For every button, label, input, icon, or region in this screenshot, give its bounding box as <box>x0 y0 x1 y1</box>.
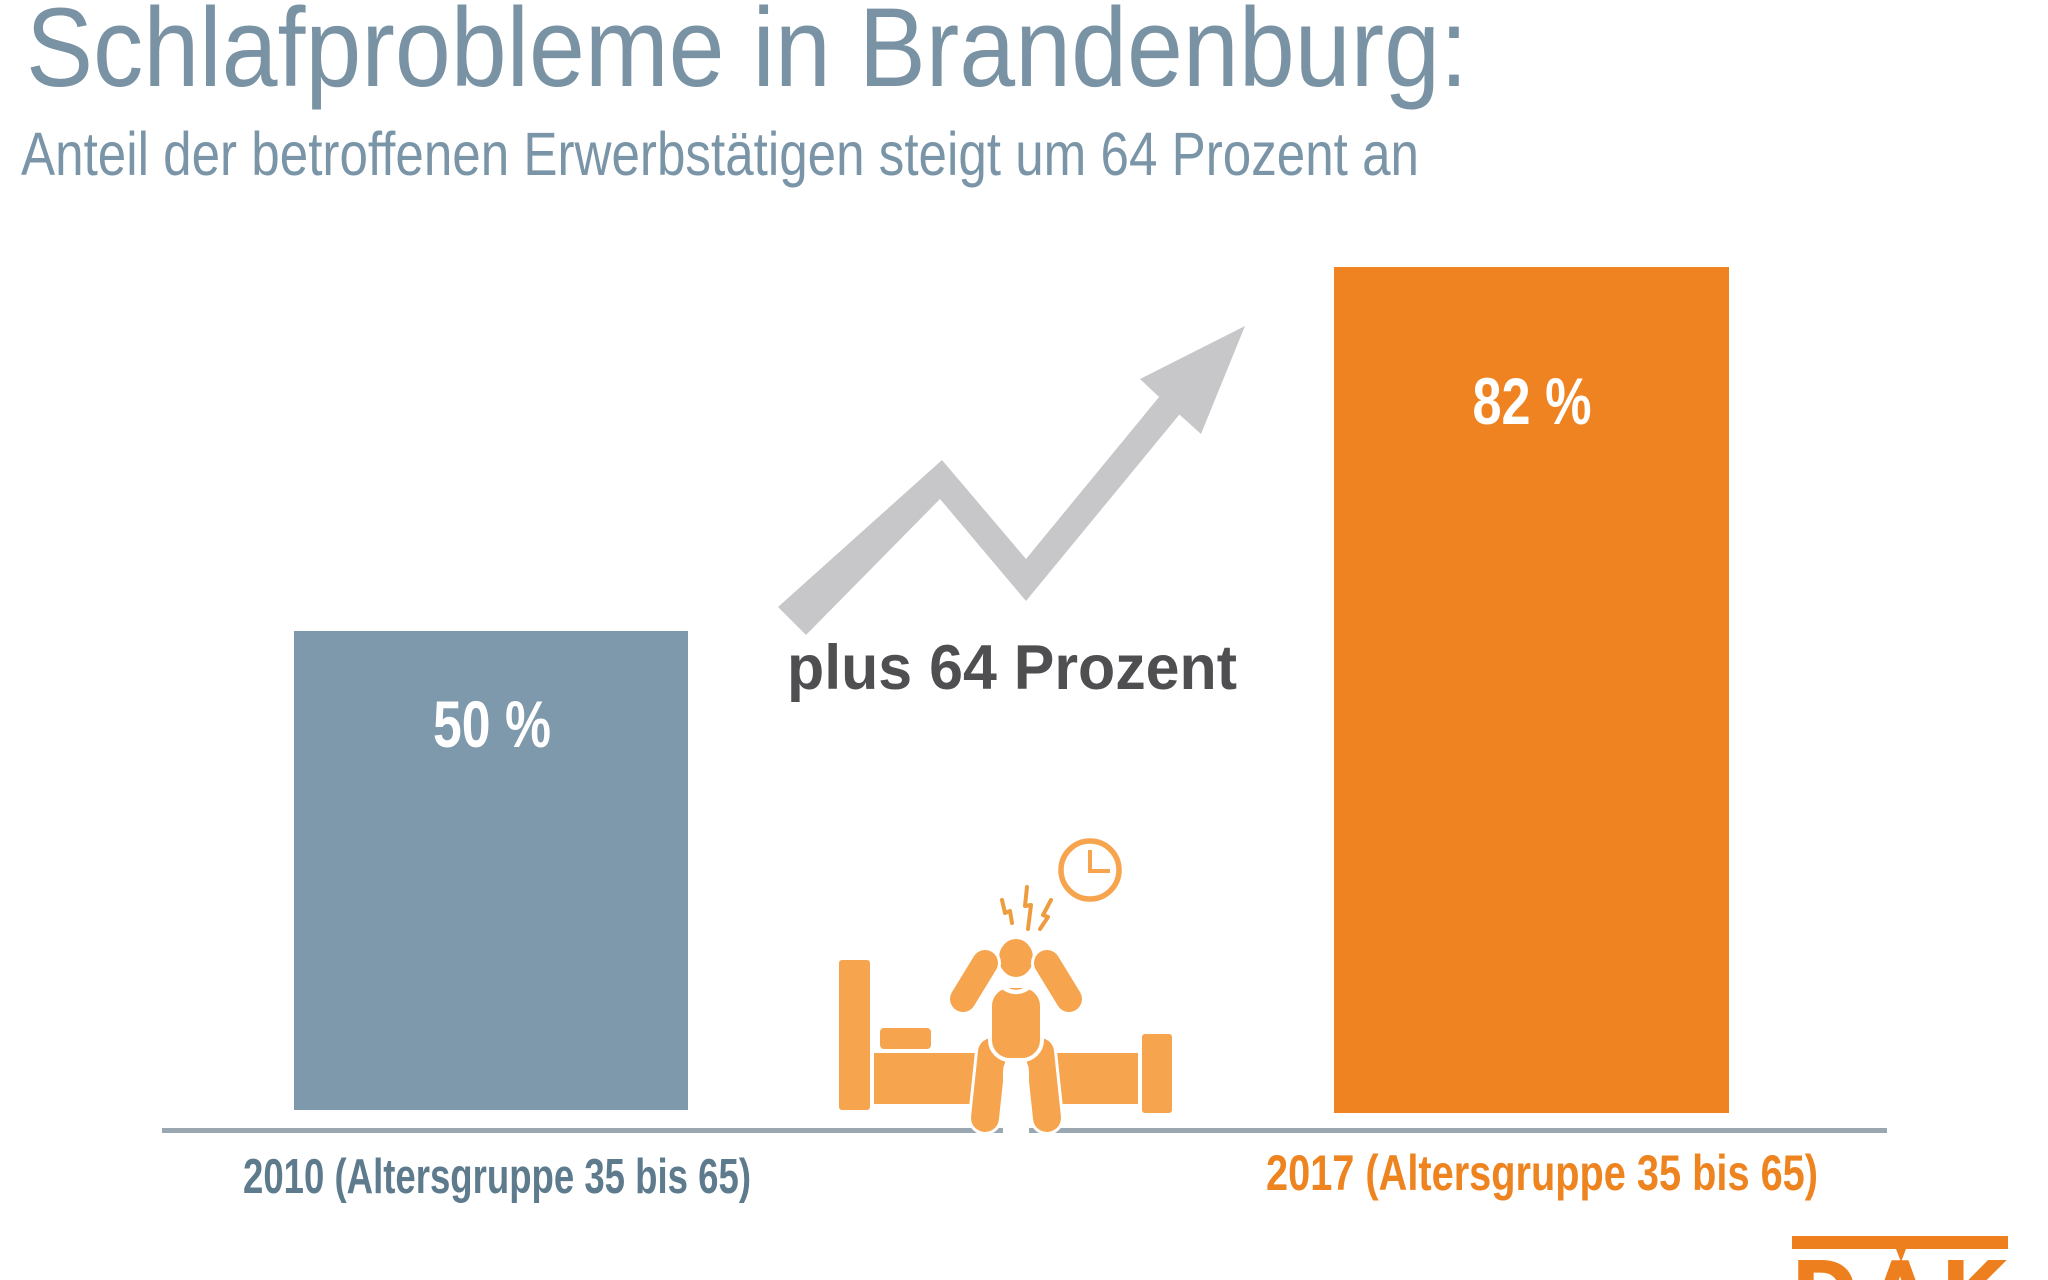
svg-text:Anteil der betroffenen Erwerbs: Anteil der betroffenen Erwerbstätigen st… <box>21 120 1419 188</box>
svg-text:2017 (Altersgruppe 35 bis 65): 2017 (Altersgruppe 35 bis 65) <box>1266 1145 1818 1201</box>
svg-text:Schlafprobleme in Brandenburg:: Schlafprobleme in Brandenburg: <box>26 0 1468 110</box>
svg-text:2010 (Altersgruppe 35 bis 65): 2010 (Altersgruppe 35 bis 65) <box>243 1150 751 1204</box>
svg-text:DAK: DAK <box>1794 1244 2006 1280</box>
svg-text:plus 64 Prozent: plus 64 Prozent <box>787 633 1237 703</box>
svg-text:50 %: 50 % <box>433 687 551 761</box>
svg-text:82 %: 82 % <box>1473 364 1592 438</box>
